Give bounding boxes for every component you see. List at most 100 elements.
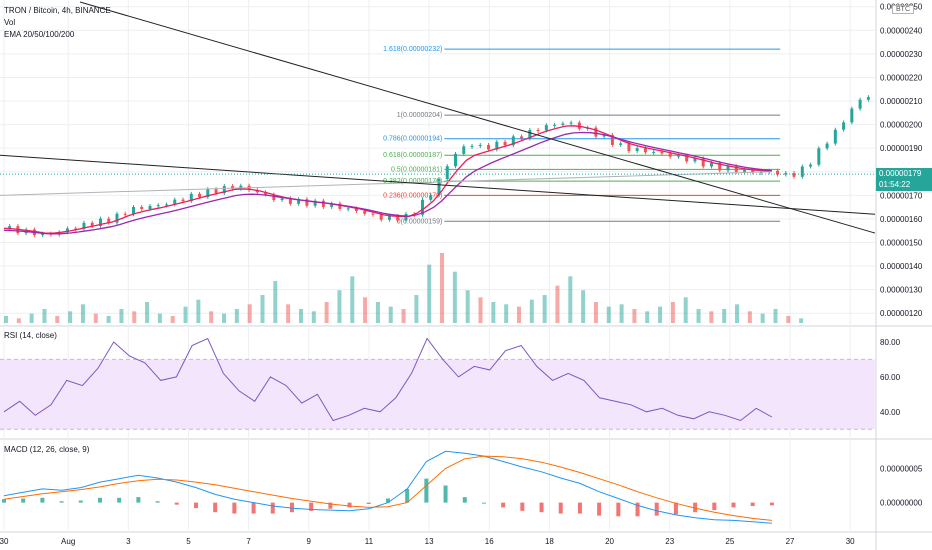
volume-bar xyxy=(145,302,150,323)
price-tick-label: 0.00000230 xyxy=(880,50,923,59)
time-tick-label: 16 xyxy=(485,537,494,546)
candle-body xyxy=(462,146,466,154)
fib-level-label: 0.786(0.00000194) xyxy=(383,136,442,143)
volume-bar xyxy=(324,302,329,323)
currency-tag[interactable]: BTC xyxy=(892,5,914,14)
candle-body xyxy=(305,199,309,206)
candle-body xyxy=(635,148,639,152)
macd-tick-label: 0.00000000 xyxy=(880,499,923,508)
candle-body xyxy=(198,193,202,198)
price-tick-label: 0.00000130 xyxy=(880,286,923,295)
candle-body xyxy=(313,200,317,206)
volume-bar xyxy=(119,309,124,323)
volume-bar xyxy=(504,304,509,323)
candle-body xyxy=(379,213,383,220)
candle-body xyxy=(685,155,689,162)
rsi-band xyxy=(0,359,875,430)
macd-histogram-bar xyxy=(2,499,6,503)
macd-histogram-bar xyxy=(366,502,371,504)
volume-bar xyxy=(799,318,804,323)
time-tick-label: 11 xyxy=(365,537,374,546)
fib-level-label: 0.236(0.00000170) xyxy=(383,192,442,199)
candle-body xyxy=(743,169,747,172)
candle-body xyxy=(833,129,837,144)
bar-countdown-label: 01:54:22 xyxy=(876,179,932,192)
volume-bar xyxy=(658,306,663,323)
volume-bar xyxy=(747,311,752,323)
volume-bar xyxy=(529,299,534,323)
candle-body xyxy=(239,185,243,189)
macd-histogram-bar xyxy=(59,501,64,503)
volume-bar xyxy=(260,295,265,323)
candle-body xyxy=(98,218,102,227)
macd-histogram-bar xyxy=(693,502,698,513)
candle-body xyxy=(330,203,334,207)
candle-body xyxy=(181,199,185,202)
macd-histogram-bar xyxy=(501,502,506,508)
price-tick-label: 0.00000140 xyxy=(880,262,923,271)
macd-histogram-bar xyxy=(712,502,717,511)
fib-level-label: 0.382(0.00000176) xyxy=(383,178,442,185)
signal-line xyxy=(3,455,772,521)
price-tick-label: 0.00000210 xyxy=(880,97,923,106)
volume-bar xyxy=(465,290,470,323)
candle-body xyxy=(800,166,804,177)
volume-bar xyxy=(722,309,727,323)
candle-body xyxy=(74,228,78,230)
volume-bar xyxy=(16,318,21,323)
volume-bar xyxy=(157,313,162,323)
candle-body xyxy=(709,162,713,167)
ema-50-line xyxy=(3,131,772,235)
volume-bar xyxy=(645,311,650,323)
volume-bar xyxy=(491,302,496,323)
candle-body xyxy=(536,130,540,132)
volume-bar xyxy=(311,311,316,323)
time-tick-label: 3 xyxy=(126,537,131,546)
macd-histogram-bar xyxy=(289,502,294,513)
time-tick-label: 23 xyxy=(665,537,674,546)
candle-body xyxy=(487,145,491,150)
rsi-tick-label: 80.00 xyxy=(880,338,901,347)
candle-body xyxy=(404,213,408,221)
macd-histogram-bar xyxy=(309,502,314,511)
candle-body xyxy=(520,136,524,139)
macd-histogram-bar xyxy=(520,502,525,511)
candle-body xyxy=(511,136,515,146)
volume-bar xyxy=(350,276,355,323)
time-tick-label: 27 xyxy=(786,537,795,546)
volume-bar xyxy=(568,276,573,323)
macd-histogram-bar xyxy=(270,502,275,514)
macd-histogram-bar xyxy=(385,498,390,503)
candle-body xyxy=(41,233,45,236)
macd-histogram-bar xyxy=(40,497,45,503)
candle-body xyxy=(561,123,565,125)
macd-histogram-bar xyxy=(78,500,83,503)
macd-histogram-bar xyxy=(347,502,352,508)
volume-bar xyxy=(696,309,701,323)
candle-body xyxy=(643,148,647,153)
candle-body xyxy=(602,134,606,137)
volume-bar xyxy=(298,309,303,323)
candle-body xyxy=(82,222,86,229)
resistance-trendline xyxy=(79,1,876,234)
candle-body xyxy=(577,122,581,129)
macd-histogram-bar xyxy=(481,502,486,504)
volume-bar xyxy=(478,297,483,323)
macd-histogram-bar xyxy=(558,502,563,514)
volume-bar xyxy=(363,297,368,323)
time-tick-label: 7 xyxy=(246,537,251,546)
candle-body xyxy=(454,153,458,167)
candle-body xyxy=(726,166,730,171)
volume-bar xyxy=(735,304,740,323)
candle-body xyxy=(751,169,755,173)
volume-bar xyxy=(132,311,137,323)
candle-body xyxy=(231,186,235,189)
candle-body xyxy=(165,204,169,206)
price-tick-label: 0.00000150 xyxy=(880,238,923,247)
macd-histogram-bar xyxy=(424,478,429,503)
candle-body xyxy=(123,213,127,215)
candle-body xyxy=(280,198,284,200)
candle-body xyxy=(429,195,433,200)
macd-histogram-bar xyxy=(635,502,640,517)
